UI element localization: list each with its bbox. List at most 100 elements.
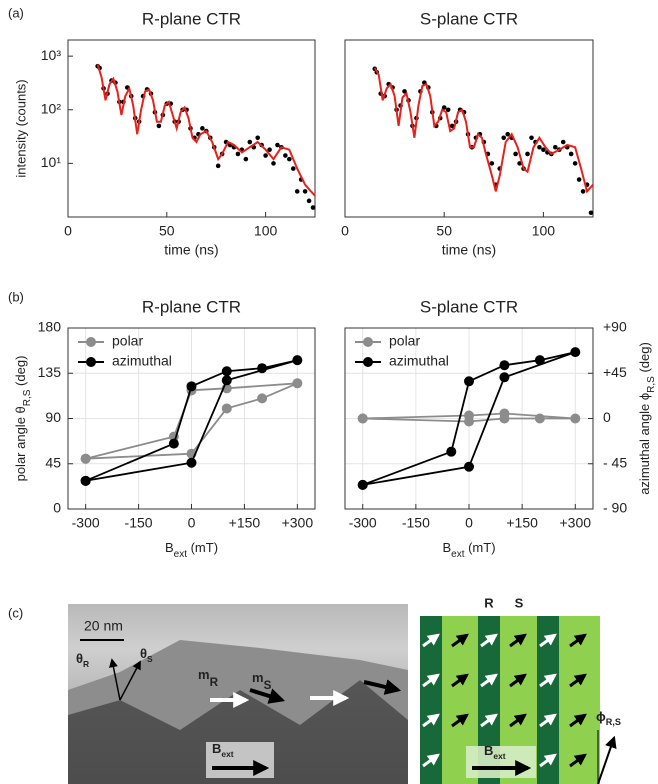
data-point (247, 139, 253, 145)
data-point (257, 363, 268, 374)
data-point (235, 151, 241, 157)
x-tick-label: -150 (402, 515, 430, 531)
plot-frame (67, 327, 316, 510)
label-part: B (165, 540, 174, 555)
data-point (215, 163, 221, 169)
data-point (275, 142, 280, 148)
label-part: (deg) (637, 342, 652, 376)
label-main: m (252, 670, 264, 685)
y-tick-label: 180 (38, 319, 62, 335)
x-tick-label: +300 (560, 515, 592, 531)
subscript: R,S (646, 376, 657, 393)
data-point (505, 131, 510, 137)
moment-arrow (422, 713, 440, 728)
y-tick-label: 0 (603, 409, 611, 425)
data-point (257, 393, 268, 404)
data-point (156, 123, 162, 129)
moment-arrow (451, 673, 469, 688)
moment-arrow (363, 679, 402, 695)
x-tick-label: +150 (506, 515, 538, 531)
data-point (464, 461, 474, 472)
chart: R-plane CTR -300 -150 0 +150 +300 0 45 90 135 180 B… (13, 297, 316, 560)
data-point (499, 360, 510, 371)
series-line (362, 412, 576, 423)
data-point (80, 475, 91, 486)
moment-arrow (569, 713, 587, 728)
data-point (517, 161, 522, 166)
legend-marker (86, 337, 96, 347)
x-axis-label: time (ns) (442, 242, 496, 258)
label-main: ϕ (596, 709, 606, 724)
x-tick-label: 100 (254, 223, 278, 239)
data-point (306, 198, 312, 204)
data-point (553, 144, 558, 150)
data-point (501, 135, 507, 141)
data-point (588, 210, 594, 216)
data-point (267, 147, 272, 152)
chart: S-plane CTR 0 50 100 time (ns) (341, 9, 594, 258)
data-point (499, 372, 510, 383)
x-tick-label: +300 (282, 515, 314, 531)
data-point (464, 376, 474, 387)
data-point (221, 403, 232, 414)
moment-arrow (451, 633, 469, 648)
moment-arrow (480, 633, 498, 648)
panel-label: (a) (8, 5, 24, 20)
label-part: B (442, 540, 451, 555)
data-point (568, 151, 574, 157)
data-point (357, 479, 368, 490)
label-part: (mT) (187, 540, 218, 555)
series-line (96, 64, 315, 197)
y-tick-label: +90 (603, 319, 627, 335)
label-main: m (198, 667, 210, 682)
data-point (534, 413, 545, 424)
subscript: ext (221, 749, 233, 759)
x-tick-label: 0 (64, 223, 72, 239)
label: mR (198, 667, 219, 688)
moment-arrow (569, 633, 587, 648)
subscript: S (264, 679, 272, 692)
plot-frame (344, 327, 594, 510)
data-point (441, 105, 447, 110)
schematic-labels: R S Bext ϕR,S (484, 595, 621, 761)
data-point (221, 366, 232, 377)
data-point (541, 147, 546, 152)
series-line (373, 67, 593, 194)
moment-arrow (539, 673, 557, 688)
data-point (186, 457, 197, 468)
moment-arrow (422, 633, 440, 648)
x-tick-label: 0 (341, 223, 349, 239)
data-point (283, 153, 288, 158)
label-main: θ (140, 646, 147, 661)
moment-arrow (569, 753, 587, 768)
data-point (499, 413, 510, 424)
y-tick-label: 135 (38, 364, 62, 380)
data-point (464, 416, 474, 427)
data-point (402, 89, 407, 94)
subscript: S (147, 654, 153, 664)
domain-label: S (515, 595, 524, 610)
label-part: polar angle θ (13, 406, 28, 481)
subscript: ext (174, 549, 188, 560)
legend-label: polar (112, 333, 143, 349)
data-point (302, 189, 308, 194)
label: θS (140, 646, 153, 664)
axis-label: polar angle θR,S (deg) (13, 356, 33, 482)
moment-arrow (509, 713, 527, 728)
legend-marker (86, 357, 96, 367)
moment-arrow (422, 673, 440, 688)
plot-frame (344, 39, 594, 218)
moment-arrow (422, 753, 440, 768)
data-point (292, 355, 303, 366)
data-point (263, 153, 268, 158)
label-part: (mT) (464, 540, 495, 555)
theta-r-arrow (108, 658, 121, 701)
data-point (357, 413, 368, 424)
subscript: R,S (606, 717, 621, 727)
data-point (243, 156, 249, 162)
data-point (449, 123, 455, 129)
data-point (294, 189, 300, 194)
